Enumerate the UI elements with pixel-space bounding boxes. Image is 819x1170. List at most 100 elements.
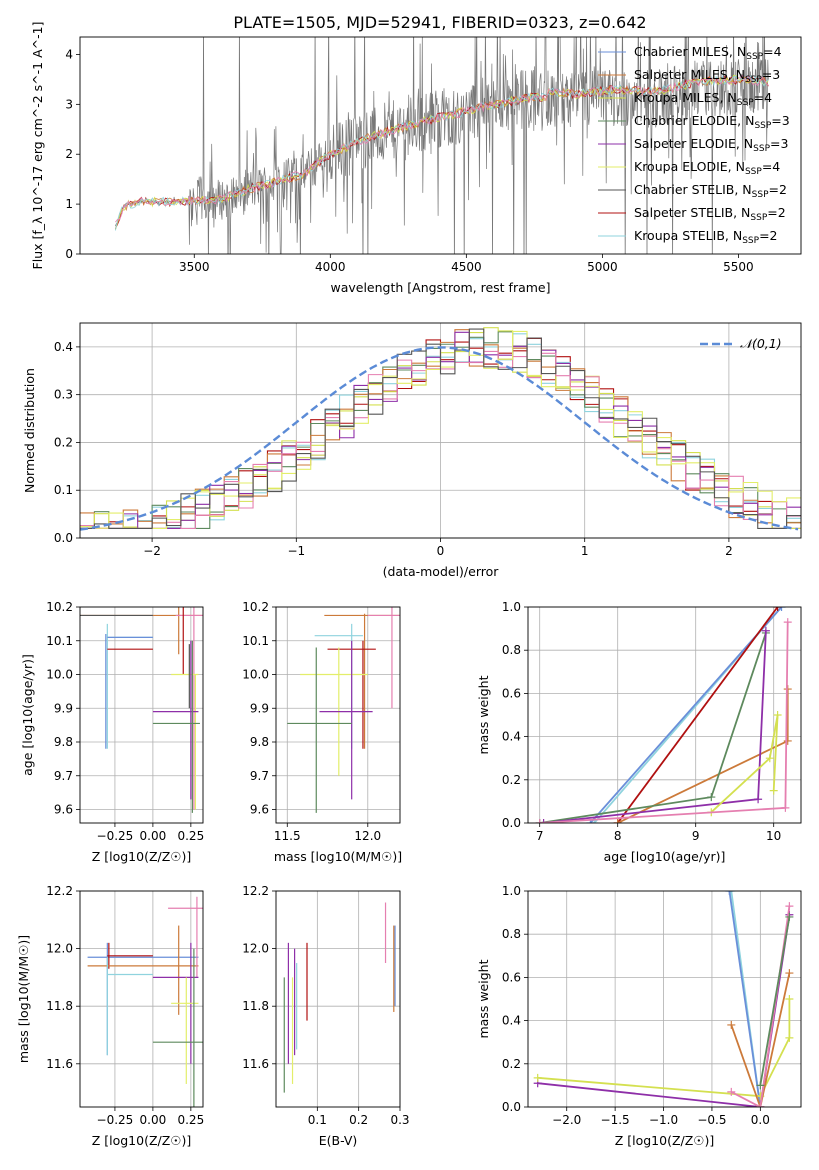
y-axis-label: Flux [f_λ 10^-17 erg cm^-2 s^-1 A^-1] [30,22,45,270]
x-tick-label: 0.25 [177,1113,204,1127]
mass_vs_Z-plot [87,896,203,1107]
y-tick-label: 0.2 [54,435,73,449]
figure-title: PLATE=1505, MJD=52941, FIBERID=0323, z=0… [233,13,646,32]
weight-marker [613,819,622,823]
legend-label: 𝒩(0,1) [740,336,782,351]
y-tick-label: 11.8 [242,999,269,1013]
x-tick-label: −1.5 [601,1113,630,1127]
y-tick-label: 9.9 [250,701,269,715]
y-tick-label: 9.6 [250,803,269,817]
age_vs_mass-axes: 11.5 12.0 9.6 9.7 9.8 9.9 10.0 10.1 10.2 mass [lo… [242,600,402,864]
spectrum-model-line [114,74,769,231]
weight-marker [773,711,782,719]
weight-marker [783,618,792,627]
weight-marker [785,1033,794,1042]
legend-label: Kroupa STELIB, NSSP=2 [634,228,778,246]
y-tick-label: 12.0 [242,942,269,956]
y-tick-label: 0.8 [502,643,521,657]
x-tick-label: −0.25 [97,1113,134,1127]
weight-marker [756,1103,765,1107]
weight-line [759,916,791,1086]
x-tick-label: 7 [536,829,544,843]
y-tick-label: 9.7 [250,769,269,783]
y-tick-label: 0.3 [54,388,73,402]
histogram-step-line [80,333,801,529]
y-tick-label: 10.0 [46,668,73,682]
x-axis-label: Z [log10(Z/Z☉)] [92,1133,192,1148]
y-tick-label: 12.2 [46,884,73,898]
weight-marker [769,786,778,795]
spectrum-legend: Chabrier MILES, NSSP=4 Salpeter MILES, NS… [598,44,790,246]
x-tick-label: 3500 [179,260,210,274]
residual_hist-plot [80,327,801,531]
weight-line [728,891,762,1107]
y-tick-label: 0.1 [54,483,73,497]
axes-frame [79,606,204,824]
weight-marker [781,803,790,812]
axes-frame [275,890,401,1108]
weight-marker [785,912,794,921]
x-axis-label: mass [log10(M/M☉)] [274,849,402,864]
legend-label: Chabrier MILES, NSSP=4 [634,44,782,62]
legend-label: Salpeter ELODIE, NSSP=3 [634,136,788,154]
weight_vs_Z-plot [533,891,794,1107]
axes-frame [79,890,204,1108]
weight_vs_age-plot [535,607,792,823]
weight-marker [777,607,786,611]
y-tick-label: 10.1 [242,634,269,648]
y-tick-label: 0.0 [54,531,73,545]
axes-frame [79,36,802,255]
histogram-step-line [80,331,801,529]
y-tick-label: 0.6 [502,970,521,984]
spectrum-axes: 3500 4000 4500 5000 5500 0 1 2 3 4 wavelength [Ang… [30,22,754,295]
y-tick-label: 0.6 [502,686,521,700]
x-tick-label: 0.0 [751,1113,770,1127]
mass_vs_Z-axes: −0.25 0.00 0.25 11.6 11.8 12.0 12.2 Z [log10(Z/… [16,884,204,1148]
x-tick-label: −1.0 [649,1113,678,1127]
legend-label: Chabrier STELIB, NSSP=2 [634,182,787,200]
y-tick-label: 11.6 [46,1057,73,1071]
y-axis-label: mass weight [476,959,491,1038]
weight-marker [707,793,716,802]
y-tick-label: 0.0 [502,816,521,830]
x-tick-label: −2 [143,544,161,558]
y-tick-label: 9.7 [54,769,73,783]
y-tick-label: 10.1 [46,634,73,648]
y-axis-label: age [log10(age/yr)] [20,654,35,776]
histogram-step-line [80,330,801,529]
y-tick-label: 11.8 [46,999,73,1013]
y-tick-label: 0.0 [502,1100,521,1114]
y-tick-label: 0.4 [502,730,521,744]
weight-line [537,999,791,1098]
gaussian-curve [80,346,799,531]
y-tick-label: 3 [65,97,73,111]
legend-label: Kroupa ELODIE, NSSP=4 [634,159,780,177]
y-tick-label: 10.0 [242,668,269,682]
weight-line [710,714,779,813]
x-tick-label: 0.1 [308,1113,327,1127]
histogram-step-line [80,328,801,529]
weight-marker [539,819,548,823]
y-tick-label: 1.0 [502,600,521,614]
x-tick-label: −0.25 [97,829,134,843]
weight-marker [785,995,794,1003]
x-tick-label: 2 [725,544,733,558]
y-tick-label: 10.2 [242,600,269,614]
weight-line [543,630,767,823]
x-axis-label: E(B-V) [319,1133,358,1148]
x-tick-label: −0.5 [697,1113,726,1127]
x-tick-label: 0.25 [177,829,204,843]
axes-frame [275,606,401,824]
x-tick-label: −1 [287,544,305,558]
legend-label: Chabrier ELODIE, NSSP=3 [634,113,790,131]
weight-marker [727,891,736,895]
axes-frame [527,606,802,824]
x-axis-label: Z [log10(Z/Z☉)] [92,849,192,864]
x-tick-label: 0.00 [140,829,167,843]
y-tick-label: 11.6 [242,1057,269,1071]
weight-marker [756,1081,765,1090]
weight-marker [773,607,782,611]
weight-line [730,972,791,1107]
x-tick-label: 10 [766,829,781,843]
